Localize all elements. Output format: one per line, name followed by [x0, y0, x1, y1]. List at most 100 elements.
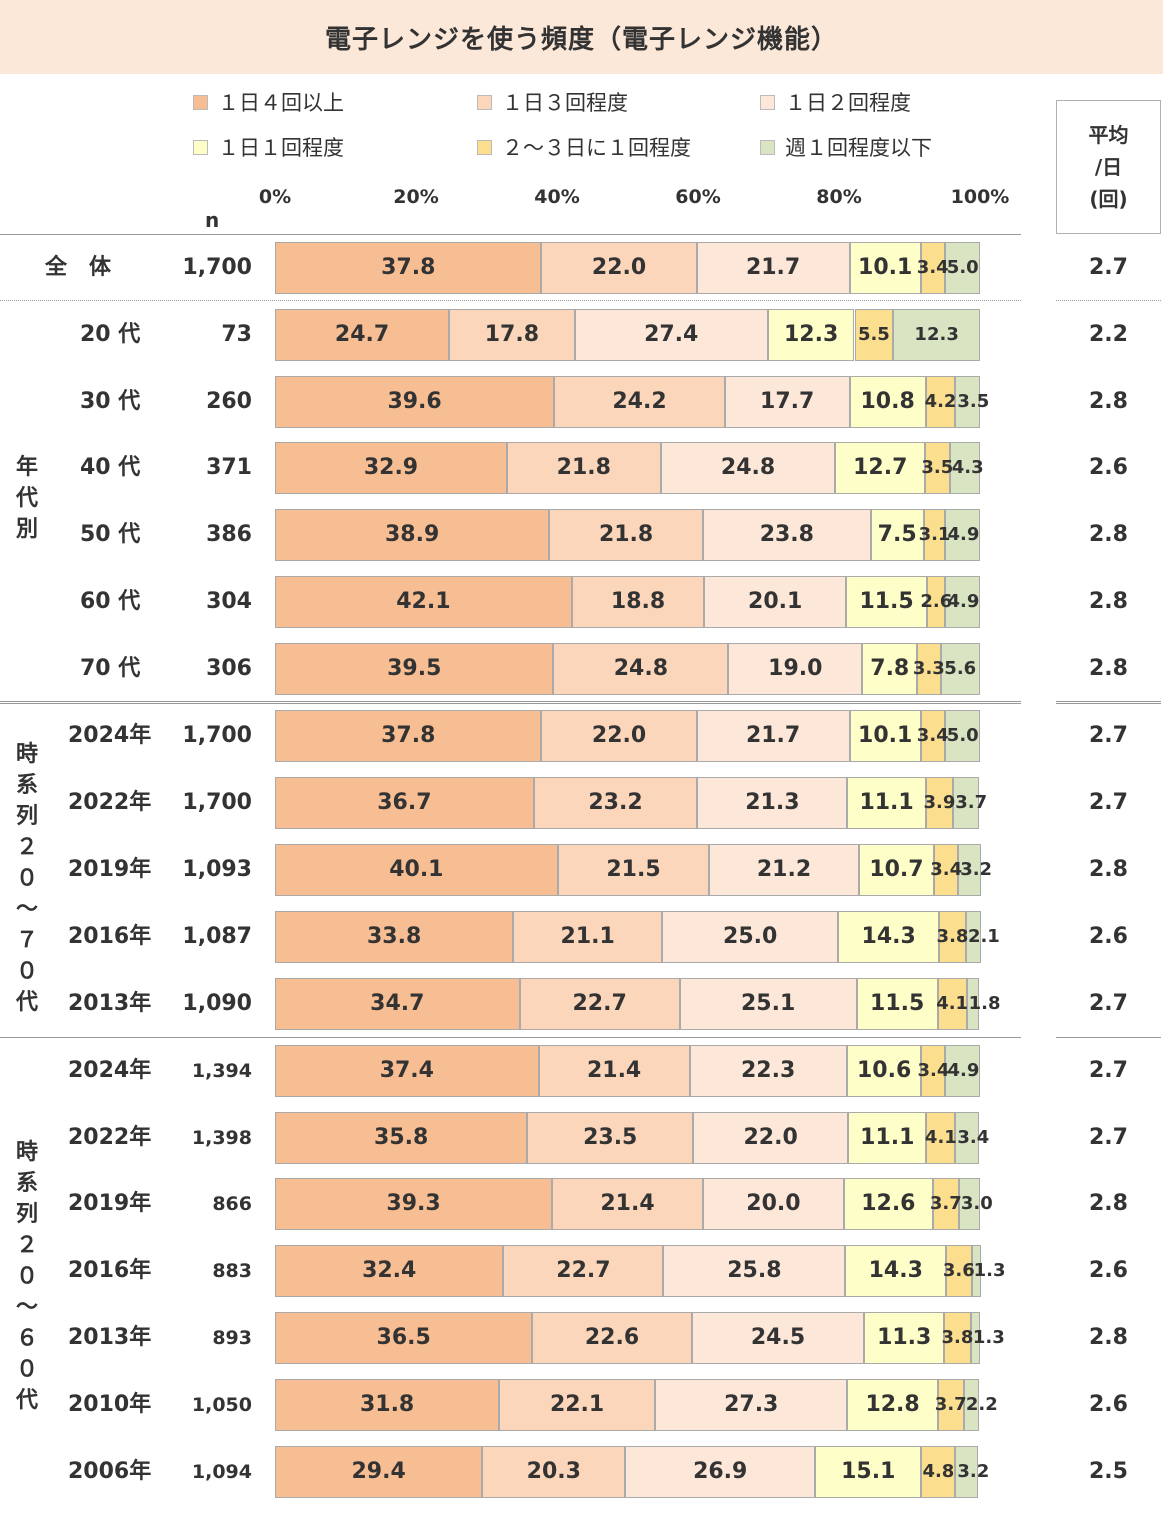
data-label: 2.1 [967, 926, 1000, 947]
sample-size: 1,394 [191, 1060, 252, 1082]
bar-segment [538, 1045, 690, 1097]
bar-segment [920, 710, 945, 762]
bar-segment [847, 777, 926, 829]
bar-segment [513, 911, 663, 963]
bar-segment [275, 1178, 553, 1230]
data-label: 11.3 [877, 1325, 932, 1350]
stacked-bar: 37.8 22.0 21.7 10.1 3.4 5.0 [275, 710, 980, 762]
bar-segment [697, 777, 848, 829]
stacked-bar: 32.9 21.8 24.8 12.7 3.5 4.3 [275, 442, 984, 494]
legend-label: １日４回以上 [218, 91, 344, 115]
data-label: 2.6 [920, 591, 953, 612]
data-label: 18.8 [610, 589, 666, 614]
data-label: 3.4 [930, 859, 963, 880]
row-label: 2024年 [68, 1058, 152, 1083]
x-axis-tick-label: 60% [675, 186, 721, 208]
average-value: 2.7 [1089, 790, 1128, 815]
data-label: 34.7 [370, 991, 425, 1016]
bar-segment [724, 376, 850, 428]
bar-segment [849, 376, 926, 428]
row-label: 2022年 [68, 1125, 152, 1150]
bar-segment [702, 1178, 844, 1230]
chart-row: 2006年 1,094 29.4 20.3 26.9 15.1 4.8 3.2 2.5 [0, 1446, 1163, 1498]
row-label: 全 体 [45, 255, 112, 280]
legend-item: １日４回以上 [193, 87, 344, 117]
bar-segment [946, 1245, 972, 1297]
bar-segment [275, 1112, 528, 1164]
bar-segment [955, 1446, 978, 1498]
data-label: 3.0 [960, 1193, 993, 1214]
legend-swatch [477, 94, 492, 110]
group-label-age: 年 代 別 [15, 455, 38, 542]
data-label: 17.7 [760, 389, 815, 414]
data-label: 39.5 [387, 656, 442, 681]
data-label: 3.1 [918, 524, 951, 545]
sample-size: 304 [206, 589, 252, 614]
data-label: 12.6 [861, 1191, 916, 1216]
sample-size: 1,700 [182, 790, 252, 815]
data-label: 5.0 [946, 725, 979, 746]
data-label: 22.0 [743, 1125, 798, 1150]
bar-segment [691, 1312, 865, 1364]
data-label: 33.8 [367, 924, 422, 949]
bar-segment [662, 911, 839, 963]
row-label: 2024年 [68, 723, 152, 748]
row-label: 2019年 [68, 857, 152, 882]
bar-segment [835, 442, 925, 494]
chart-row: 2010年 1,050 31.8 22.1 27.3 12.8 3.7 2.2 2.6 [0, 1379, 1163, 1431]
data-label: 3.7 [934, 1394, 967, 1415]
row-label: 60 代 [80, 589, 141, 614]
sample-size: 73 [221, 322, 252, 347]
bar-segment [574, 309, 768, 361]
bar-segment [679, 978, 857, 1030]
data-label: 17.8 [484, 322, 540, 347]
bar-segment [927, 576, 946, 628]
bar-segment [945, 1045, 980, 1097]
data-label: 1.3 [972, 1327, 1005, 1348]
legend-label: １日１回程度 [218, 136, 344, 160]
average-header-line3: (回) [1089, 187, 1128, 211]
data-label: 22.7 [556, 1258, 611, 1283]
data-label: 14.3 [868, 1258, 923, 1283]
legend-item: 週１回程度以下 [760, 132, 932, 162]
title-bar: 電子レンジを使う頻度（電子レンジ機能） [0, 0, 1163, 74]
row-label: 20 代 [80, 322, 141, 347]
data-label: 21.7 [745, 255, 801, 280]
timeseries-divider [0, 1037, 1021, 1038]
data-label: 21.5 [606, 857, 661, 882]
bar-segment [275, 1446, 483, 1498]
data-label: 29.4 [351, 1459, 406, 1484]
bar-segment [625, 1446, 816, 1498]
bar-segment [702, 509, 871, 561]
data-label: 21.8 [598, 522, 654, 547]
stacked-bar: 24.7 17.8 27.4 12.3 5.5 12.3 [275, 309, 980, 361]
data-label: 25.1 [741, 991, 796, 1016]
data-label: 21.8 [556, 455, 611, 480]
bar-segment [970, 1312, 980, 1364]
row-label: 70 代 [80, 656, 141, 681]
bar-segment [921, 1045, 946, 1097]
average-value: 2.8 [1089, 1325, 1128, 1350]
x-axis-tick-label: 0% [258, 186, 292, 208]
average-value: 2.7 [1089, 991, 1128, 1016]
data-label: 24.8 [720, 455, 776, 480]
data-label: 40.1 [389, 857, 444, 882]
chart-row: 20 代 73 24.7 17.8 27.4 12.3 5.5 12.3 2.2 [0, 309, 1163, 361]
data-label: 22.3 [741, 1058, 796, 1083]
stacked-bar: 37.8 22.0 21.7 10.1 3.4 5.0 [275, 242, 980, 294]
bar-segment [926, 1112, 956, 1164]
chart-row: 30 代 260 39.6 24.2 17.7 10.8 4.2 3.5 2.8 [0, 376, 1163, 428]
data-label: 4.3 [951, 457, 984, 478]
bar-segment [958, 844, 981, 896]
x-axis-tick-label: 20% [393, 186, 439, 208]
data-label: 21.4 [600, 1191, 655, 1216]
chart-row: 2024年 1,700 37.8 22.0 21.7 10.1 3.4 5.0 2.7 [0, 710, 1163, 762]
sample-size: 1,700 [182, 723, 252, 748]
average-value: 2.7 [1089, 1058, 1128, 1083]
bar-segment [503, 1245, 664, 1297]
group-label-timeseries-20-60: 時 系 列 ２ ０ ～ ６ ０ 代 [15, 1140, 38, 1413]
data-label: 4.9 [947, 1060, 980, 1081]
sample-size: 1,093 [182, 857, 252, 882]
data-label: 22.0 [591, 723, 647, 748]
bar-segment [532, 1312, 692, 1364]
